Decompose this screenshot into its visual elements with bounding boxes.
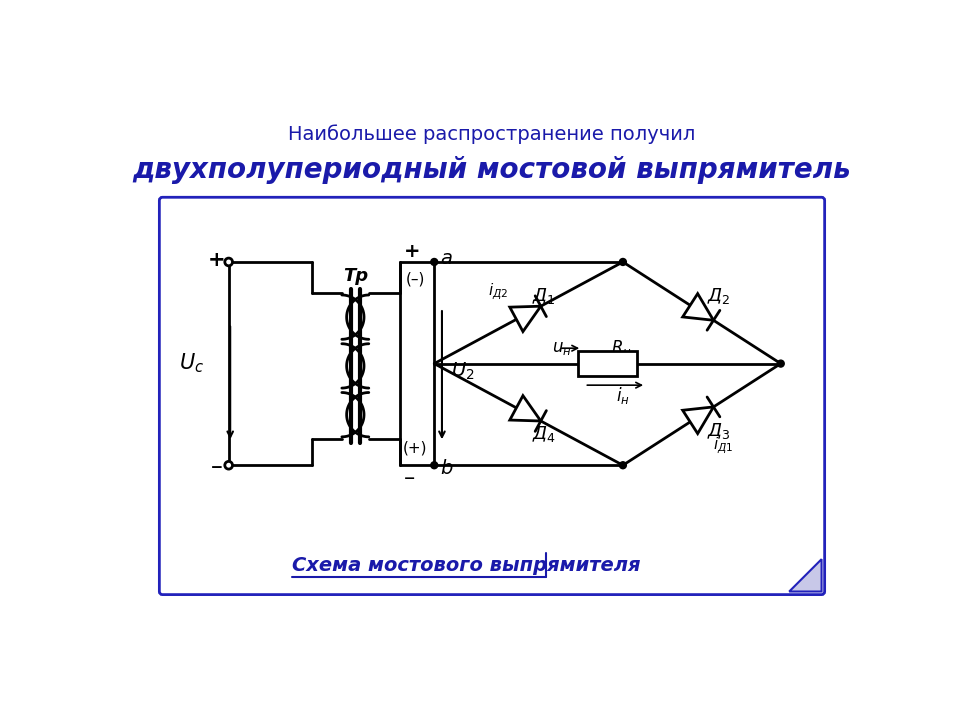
Polygon shape xyxy=(683,407,713,433)
Text: (–): (–) xyxy=(405,271,424,287)
Circle shape xyxy=(225,462,232,469)
Text: $U_2$: $U_2$ xyxy=(451,361,474,382)
Text: Схема мостового выпрямителя: Схема мостового выпрямителя xyxy=(292,556,640,575)
Text: $i_{Д2}$: $i_{Д2}$ xyxy=(488,281,508,302)
Text: (+): (+) xyxy=(403,441,427,456)
Text: $u_н$: $u_н$ xyxy=(552,339,572,357)
Text: +: + xyxy=(207,251,226,271)
Circle shape xyxy=(778,360,784,367)
Text: Д$_3$: Д$_3$ xyxy=(707,421,731,441)
Text: Д$_4$: Д$_4$ xyxy=(532,423,556,444)
Text: двухполупериодный мостовой выпрямитель: двухполупериодный мостовой выпрямитель xyxy=(132,156,852,184)
Text: $i_н$: $i_н$ xyxy=(616,385,630,406)
Polygon shape xyxy=(510,306,540,331)
Text: $i_{Д1}$: $i_{Д1}$ xyxy=(713,435,733,456)
Polygon shape xyxy=(510,396,540,421)
Circle shape xyxy=(431,462,438,469)
Circle shape xyxy=(619,258,626,266)
Text: Наибольшее распространение получил: Наибольшее распространение получил xyxy=(288,125,696,144)
Text: $U_c$: $U_c$ xyxy=(180,352,204,375)
FancyBboxPatch shape xyxy=(159,197,825,595)
Text: $R_н$: $R_н$ xyxy=(612,338,632,358)
Polygon shape xyxy=(683,294,713,320)
Text: Д$_1$: Д$_1$ xyxy=(532,286,556,306)
Text: a: a xyxy=(441,249,452,269)
Text: –: – xyxy=(403,467,415,487)
Circle shape xyxy=(225,258,232,266)
Text: b: b xyxy=(441,459,453,478)
Polygon shape xyxy=(789,559,822,592)
Circle shape xyxy=(619,462,626,469)
Bar xyxy=(578,351,636,376)
Text: –: – xyxy=(210,455,222,479)
Circle shape xyxy=(431,258,438,266)
Text: Д$_2$: Д$_2$ xyxy=(707,286,731,306)
Text: Тр: Тр xyxy=(343,267,368,285)
Text: +: + xyxy=(403,242,420,261)
